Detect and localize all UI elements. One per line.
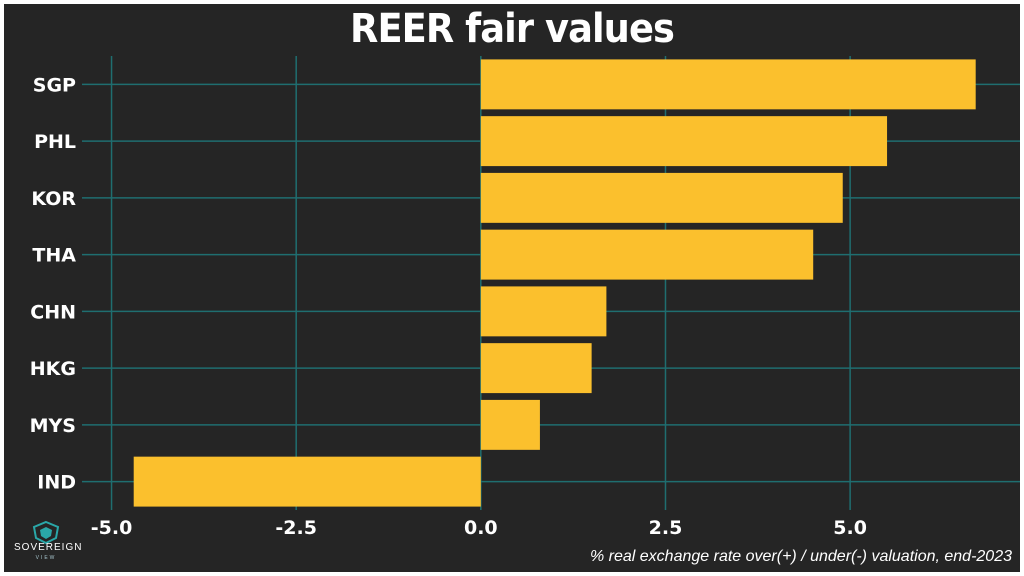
x-tick-label: 5.0: [833, 517, 867, 539]
brand-name: SOVEREIGN: [14, 542, 83, 553]
bar-hkg: [480, 343, 592, 394]
bar-phl: [480, 116, 888, 167]
y-tick-label: KOR: [31, 188, 76, 210]
chart-frame: REER fair values SGP PHL KOR THA CHN HKG MYS IN…: [4, 4, 1020, 572]
y-tick-label: MYS: [30, 415, 76, 437]
x-tick-label: 2.5: [649, 517, 683, 539]
x-axis-label: % real exchange rate over(+) / under(-) …: [589, 548, 1012, 565]
bar-sgp: [480, 59, 976, 110]
bar-tha: [480, 229, 814, 280]
brand-subtitle: VIEW: [35, 555, 57, 561]
bar-ind: [133, 456, 481, 507]
y-tick-label: THA: [32, 245, 76, 267]
y-tick-label: IND: [37, 472, 76, 494]
bar-kor: [480, 172, 843, 223]
x-tick-label: -2.5: [275, 517, 317, 539]
bar-mys: [480, 399, 540, 450]
x-tick-label: -5.0: [91, 517, 133, 539]
y-tick-label: HKG: [30, 358, 76, 380]
chart-title: REER fair values: [350, 6, 675, 52]
shield-icon: [32, 520, 60, 545]
bar-chn: [480, 286, 607, 337]
x-tick-label: 0.0: [464, 517, 498, 539]
brand-logo: SOVEREIGN VIEW: [14, 520, 83, 566]
y-tick-label: PHL: [34, 131, 76, 153]
y-tick-label: CHN: [30, 301, 76, 323]
bar-chart: SGP PHL KOR THA CHN HKG MYS IND -5.0 -2.5 0.0 2.5 5.…: [30, 56, 1020, 539]
y-tick-label: SGP: [33, 74, 76, 96]
